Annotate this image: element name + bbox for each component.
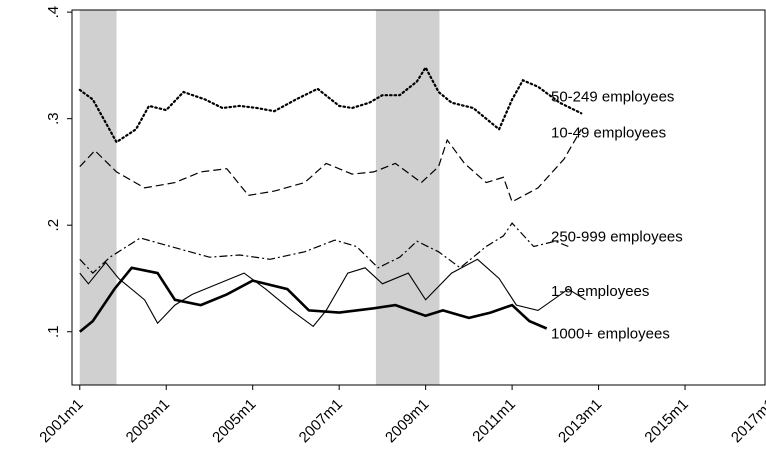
shaded-region xyxy=(79,10,117,385)
plot-frame xyxy=(71,9,766,386)
series-line xyxy=(79,222,569,274)
x-tick-label: 2009m1 xyxy=(382,396,432,446)
series-label: 1000+ employees xyxy=(551,326,670,343)
series-label: 250-999 employees xyxy=(551,229,683,246)
series-label: 50-249 employees xyxy=(551,88,674,105)
series-line xyxy=(78,266,548,333)
shaded-region xyxy=(375,10,440,385)
series-label: 1-9 employees xyxy=(551,283,649,300)
y-tick-label: .2 xyxy=(45,219,62,232)
x-tick-label: 2011m1 xyxy=(469,396,519,446)
x-tick-label: 2007m1 xyxy=(296,396,346,446)
series-label: 10-49 employees xyxy=(551,124,666,141)
x-tick-label: 2017m1 xyxy=(728,396,766,446)
x-tick-label: 2003m1 xyxy=(123,396,173,446)
series-line xyxy=(79,128,582,203)
x-tick-label: 2013m1 xyxy=(555,396,605,446)
series-line xyxy=(79,258,586,328)
x-tick-label: 2015m1 xyxy=(641,396,691,446)
y-tick-label: .1 xyxy=(45,325,62,338)
x-tick-label: 2001m1 xyxy=(36,396,86,446)
series-line xyxy=(78,65,583,144)
x-tick-label: 2005m1 xyxy=(209,396,259,446)
y-tick-label: .4 xyxy=(45,6,62,19)
y-tick-label: .3 xyxy=(45,112,62,125)
